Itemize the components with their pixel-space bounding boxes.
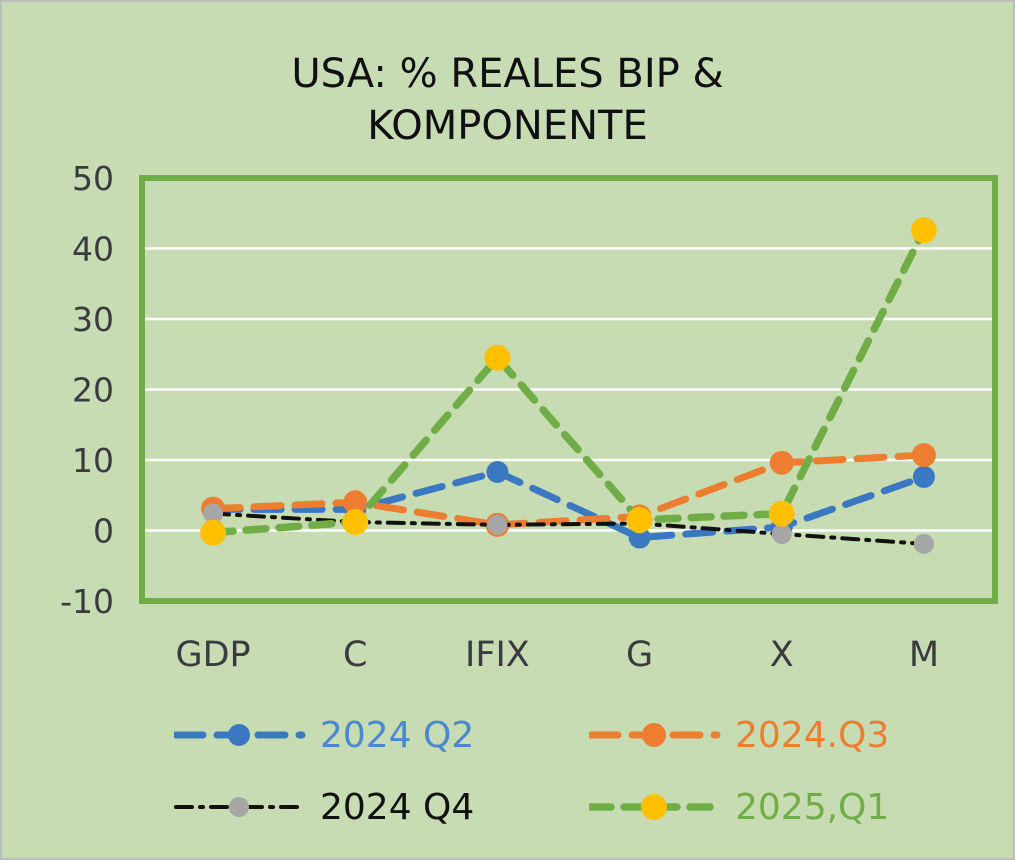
x-tick-label: IFIX [465,635,530,675]
y-tick-label: -10 [60,582,114,621]
data-point-marker [910,217,937,244]
legend-label: 2024 Q4 [320,786,475,828]
x-tick-label: X [770,635,794,675]
y-tick-label: 40 [72,230,114,269]
data-point-marker [203,503,224,524]
x-axis-labels: GDP C IFIX G X M [175,635,939,675]
data-point-marker [342,509,369,536]
y-tick-label: 50 [72,159,114,198]
x-tick-label: M [909,635,939,675]
data-point-marker [486,460,509,483]
y-tick-label: 20 [72,371,114,410]
x-tick-label: GDP [175,635,250,675]
legend-marker-icon [589,794,721,820]
series-line-2024-q2 [209,468,928,542]
y-tick-label: 30 [72,300,114,339]
plot-border [139,175,998,604]
x-tick-label: G [626,635,653,675]
legend-marker-icon [174,724,306,746]
legend-label: 2025,Q1 [735,786,890,828]
gridlines [142,176,995,603]
data-point-marker [343,490,368,515]
data-point-marker [626,506,653,533]
legend-marker-icon [174,797,304,817]
legend-item-2024-q2: 2024 Q2 [174,702,589,768]
data-point-marker [628,526,651,549]
legend-label: 2024.Q3 [735,714,890,756]
data-point-marker [768,500,795,527]
data-point-marker [487,514,508,535]
legend-marker-icon [589,723,721,747]
data-point-marker [484,344,511,371]
plot-area: 50 40 30 20 10 0 -10 GDP C IFIX G X M [60,159,998,675]
y-tick-label: 0 [93,512,114,551]
series-line-2025-q1 [209,226,928,537]
x-tick-label: C [343,635,367,675]
chart-legend: 2024 Q2 2024.Q3 2024 Q4 2025,Q1 [174,702,964,840]
data-point-marker [911,443,936,468]
y-tick-label: 10 [72,441,114,480]
data-point-marker [200,519,227,546]
legend-label: 2024 Q2 [320,714,475,756]
y-axis-labels: 50 40 30 20 10 0 -10 [60,159,114,621]
chart-title: USA: % REALES BIP & KOMPONENTE [291,51,724,149]
data-point-marker [771,524,792,545]
legend-item-2024-q4: 2024 Q4 [174,774,589,840]
data-point-marker [912,465,935,488]
legend-item-2024-q3: 2024.Q3 [589,702,964,768]
data-point-marker [769,450,794,475]
data-point-marker [913,533,934,554]
legend-item-2025-q1: 2025,Q1 [589,774,964,840]
